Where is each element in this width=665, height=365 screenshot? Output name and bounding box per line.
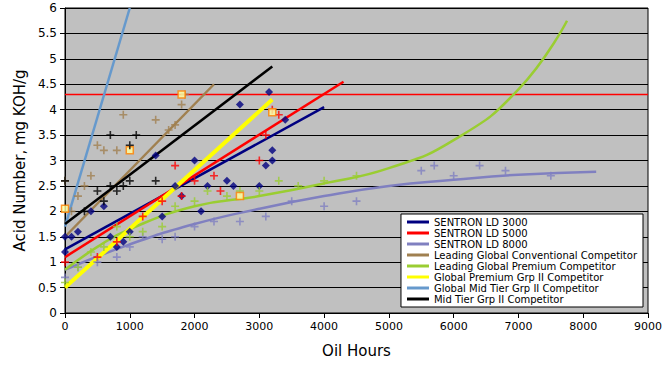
svg-text:Leading Global Conventional Co: Leading Global Conventional Competitor — [434, 250, 638, 261]
svg-text:SENTRON LD 3000: SENTRON LD 3000 — [434, 217, 528, 228]
svg-text:Mid Tier Grp II Competitor: Mid Tier Grp II Competitor — [434, 294, 564, 305]
svg-text:4.5: 4.5 — [38, 77, 57, 91]
svg-text:5.5: 5.5 — [38, 26, 57, 40]
svg-text:9000: 9000 — [634, 320, 662, 333]
svg-text:3: 3 — [49, 154, 57, 168]
svg-text:SENTRON LD 5000: SENTRON LD 5000 — [434, 228, 528, 239]
svg-text:1.5: 1.5 — [38, 230, 57, 244]
svg-text:Leading Global Premium Competi: Leading Global Premium Competitor — [434, 261, 617, 272]
svg-text:6: 6 — [49, 1, 57, 15]
svg-text:1: 1 — [49, 255, 57, 269]
svg-text:2000: 2000 — [181, 320, 209, 333]
svg-text:4000: 4000 — [310, 320, 338, 333]
svg-text:3000: 3000 — [245, 320, 273, 333]
svg-text:Oil Hours: Oil Hours — [322, 342, 391, 360]
svg-text:5: 5 — [49, 52, 57, 66]
svg-text:7000: 7000 — [504, 320, 532, 333]
svg-text:Acid Number, mg KOH/g: Acid Number, mg KOH/g — [11, 69, 29, 251]
svg-text:8000: 8000 — [569, 320, 597, 333]
svg-text:3.5: 3.5 — [38, 128, 57, 142]
svg-text:Global Premium Grp II Competit: Global Premium Grp II Competitor — [434, 272, 604, 283]
svg-text:4: 4 — [49, 103, 57, 117]
svg-text:0: 0 — [49, 306, 57, 320]
svg-text:6000: 6000 — [440, 320, 468, 333]
svg-text:2: 2 — [49, 204, 57, 218]
svg-text:0: 0 — [62, 320, 69, 333]
svg-text:Global Mid Tier Grp II Competi: Global Mid Tier Grp II Competitor — [434, 283, 600, 294]
svg-text:0.5: 0.5 — [38, 281, 57, 295]
svg-text:1000: 1000 — [116, 320, 144, 333]
svg-text:SENTRON LD 8000: SENTRON LD 8000 — [434, 239, 528, 250]
svg-text:5000: 5000 — [375, 320, 403, 333]
svg-text:2.5: 2.5 — [38, 179, 57, 193]
